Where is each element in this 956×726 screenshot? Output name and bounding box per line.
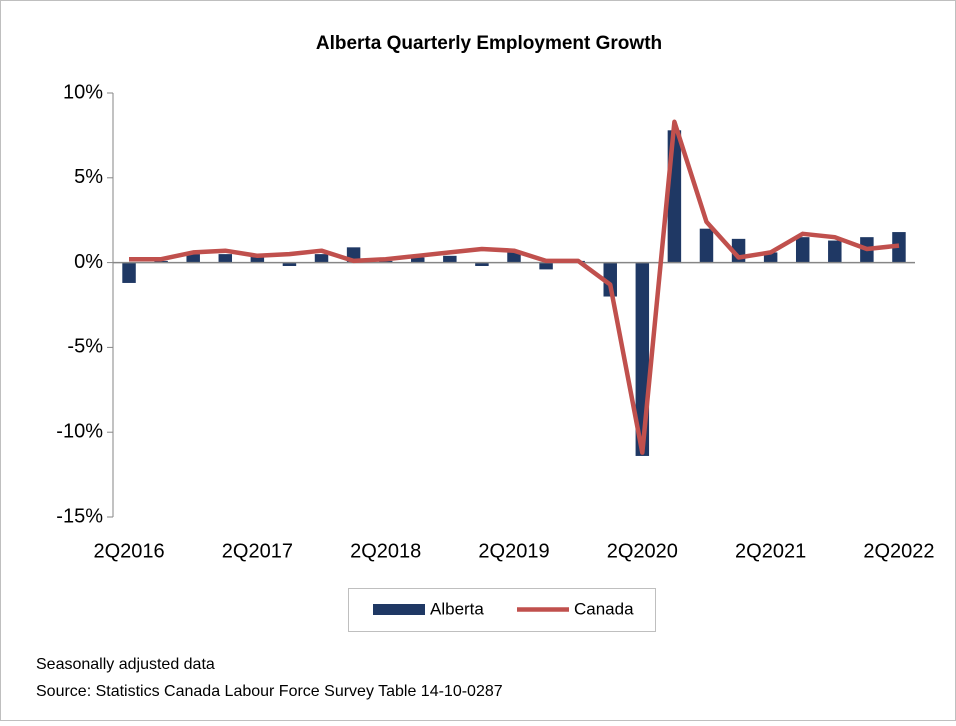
- bar: [828, 240, 842, 263]
- bar: [699, 228, 714, 263]
- bar: [795, 237, 810, 263]
- bar: [411, 257, 425, 263]
- chart-title: Alberta Quarterly Employment Growth: [316, 33, 662, 54]
- bar: [378, 260, 393, 263]
- bar: [475, 262, 489, 266]
- bar: [603, 262, 617, 297]
- x-tick-label: 2Q2017: [222, 540, 293, 562]
- x-tick-label: 2Q2016: [93, 540, 164, 562]
- y-tick-label: -10%: [56, 420, 103, 442]
- bar: [443, 255, 457, 263]
- bar: [186, 254, 200, 263]
- y-tick-label: -5%: [67, 336, 103, 358]
- y-tick-label: -15%: [56, 505, 103, 527]
- line: [129, 119, 900, 455]
- y-tick-label: 0%: [74, 251, 103, 273]
- x-tick-label: 2Q2019: [478, 540, 549, 562]
- bar: [250, 255, 265, 263]
- bar: [763, 252, 778, 263]
- note: Seasonally adjusted data: [36, 656, 215, 673]
- x-tick-label: 2Q2021: [735, 540, 806, 562]
- y-tick-label: 5%: [74, 166, 103, 188]
- legend-label: Alberta: [430, 599, 484, 618]
- bar: [218, 254, 233, 263]
- y-tick-label: 10%: [63, 81, 103, 103]
- x-tick-label: 2Q2018: [350, 540, 421, 562]
- note: Source: Statistics Canada Labour Force S…: [36, 683, 503, 700]
- bar: [539, 262, 553, 270]
- bar: [314, 254, 329, 263]
- legend-swatch: [373, 604, 425, 615]
- bar: [282, 262, 297, 266]
- bar: [122, 262, 136, 283]
- x-tick-label: 2Q2022: [863, 540, 934, 562]
- legend-label: Canada: [574, 599, 634, 618]
- bar: [507, 252, 521, 263]
- x-tick-label: 2Q2020: [607, 540, 678, 562]
- bar: [154, 260, 168, 263]
